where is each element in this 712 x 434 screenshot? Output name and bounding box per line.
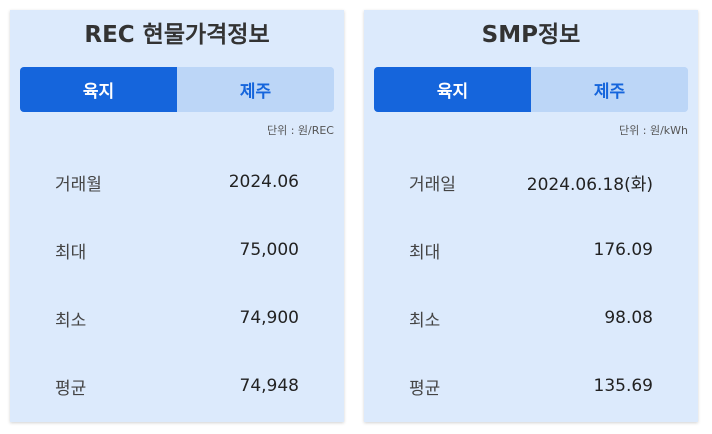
smp-row-trade-date: 거래일 2024.06.18(화) bbox=[364, 148, 698, 216]
smp-tab-mainland[interactable]: 육지 bbox=[374, 67, 531, 112]
row-value: 135.69 bbox=[593, 376, 653, 396]
rec-row-max: 최대 75,000 bbox=[10, 216, 344, 284]
smp-row-min: 최소 98.08 bbox=[364, 284, 698, 352]
rec-region-tabs: 육지 제주 bbox=[20, 67, 334, 112]
rec-price-panel: REC 현물가격정보 육지 제주 단위 : 원/REC 거래월 2024.06 … bbox=[10, 10, 344, 422]
rec-row-trade-month: 거래월 2024.06 bbox=[10, 148, 344, 216]
rec-row-average: 평균 74,948 bbox=[10, 352, 344, 420]
row-label: 평균 bbox=[409, 378, 441, 399]
row-label: 최대 bbox=[409, 242, 441, 263]
row-value: 74,948 bbox=[239, 376, 299, 396]
smp-panel-title: SMP정보 bbox=[481, 22, 581, 48]
rec-panel-title: REC 현물가격정보 bbox=[84, 22, 270, 48]
rec-row-min: 최소 74,900 bbox=[10, 284, 344, 352]
row-label: 평균 bbox=[55, 378, 87, 399]
row-value: 98.08 bbox=[604, 308, 653, 328]
row-value: 75,000 bbox=[239, 240, 299, 260]
rec-price-list: 거래월 2024.06 최대 75,000 최소 74,900 평균 74,94… bbox=[10, 148, 344, 420]
row-value: 2024.06.18(화) bbox=[526, 174, 653, 195]
row-value: 2024.06 bbox=[228, 172, 299, 192]
row-label: 최소 bbox=[409, 310, 441, 331]
rec-tab-mainland[interactable]: 육지 bbox=[20, 67, 177, 112]
rec-unit-label: 단위 : 원/REC bbox=[266, 124, 334, 137]
row-value: 176.09 bbox=[593, 240, 653, 260]
row-label: 최대 bbox=[55, 242, 87, 263]
smp-tab-jeju[interactable]: 제주 bbox=[531, 67, 688, 112]
row-label: 거래월 bbox=[55, 174, 102, 195]
smp-info-panel: SMP정보 육지 제주 단위 : 원/kWh 거래일 2024.06.18(화)… bbox=[364, 10, 698, 422]
smp-price-list: 거래일 2024.06.18(화) 최대 176.09 최소 98.08 평균 … bbox=[364, 148, 698, 420]
smp-region-tabs: 육지 제주 bbox=[374, 67, 688, 112]
smp-row-average: 평균 135.69 bbox=[364, 352, 698, 420]
row-label: 거래일 bbox=[409, 174, 456, 195]
row-label: 최소 bbox=[55, 310, 87, 331]
rec-tab-jeju[interactable]: 제주 bbox=[177, 67, 334, 112]
row-value: 74,900 bbox=[239, 308, 299, 328]
smp-unit-label: 단위 : 원/kWh bbox=[619, 124, 688, 137]
smp-row-max: 최대 176.09 bbox=[364, 216, 698, 284]
